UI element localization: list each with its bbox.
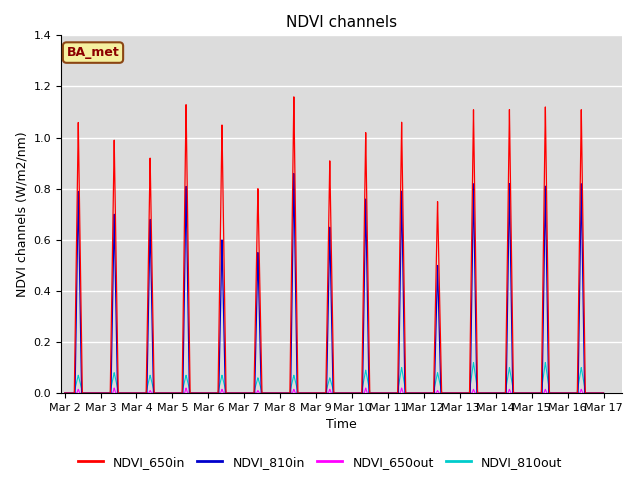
Title: NDVI channels: NDVI channels	[285, 15, 397, 30]
Y-axis label: NDVI channels (W/m2/nm): NDVI channels (W/m2/nm)	[15, 132, 28, 297]
Text: BA_met: BA_met	[67, 46, 120, 59]
X-axis label: Time: Time	[326, 419, 356, 432]
Legend: NDVI_650in, NDVI_810in, NDVI_650out, NDVI_810out: NDVI_650in, NDVI_810in, NDVI_650out, NDV…	[72, 451, 568, 474]
